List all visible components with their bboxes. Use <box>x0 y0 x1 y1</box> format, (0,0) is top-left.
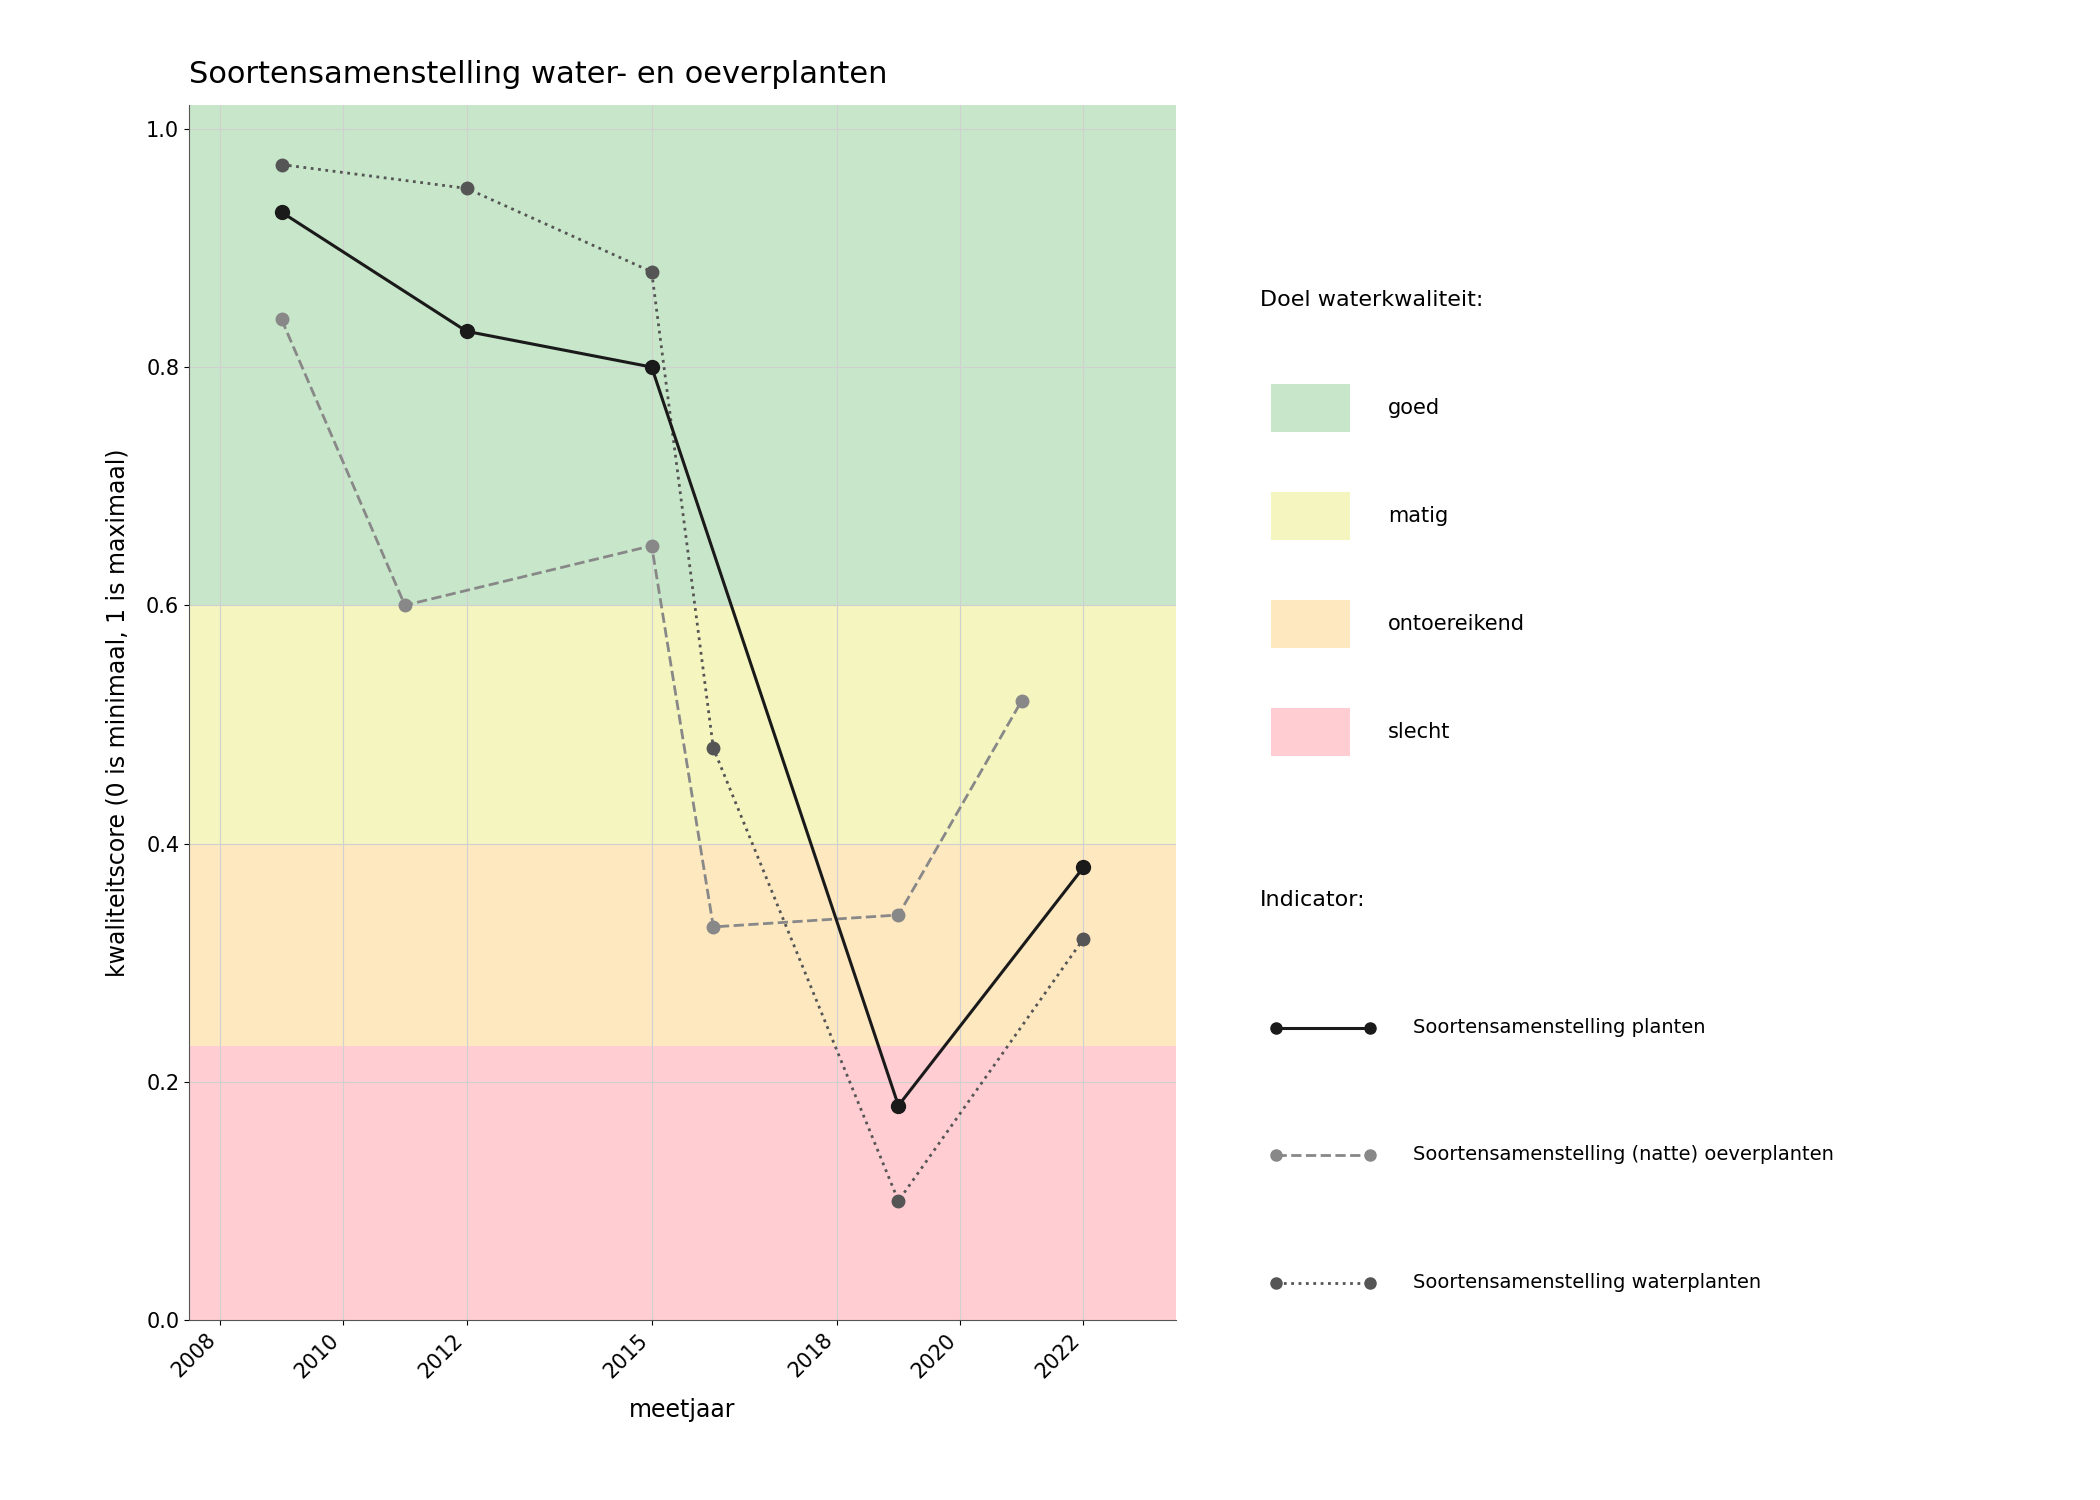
Y-axis label: kwaliteitscore (0 is minimaal, 1 is maximaal): kwaliteitscore (0 is minimaal, 1 is maxi… <box>105 448 130 976</box>
Text: Soortensamenstelling planten: Soortensamenstelling planten <box>1413 1019 1705 1036</box>
Text: matig: matig <box>1388 506 1449 526</box>
Bar <box>189 1046 1176 1320</box>
Text: ontoereikend: ontoereikend <box>1388 614 1525 634</box>
Text: Doel waterkwaliteit:: Doel waterkwaliteit: <box>1260 290 1483 310</box>
Bar <box>189 105 1176 606</box>
Text: Soortensamenstelling waterplanten: Soortensamenstelling waterplanten <box>1413 1274 1762 1292</box>
X-axis label: meetjaar: meetjaar <box>630 1398 735 1422</box>
Text: Soortensamenstelling water- en oeverplanten: Soortensamenstelling water- en oeverplan… <box>189 60 888 88</box>
Bar <box>189 843 1176 1046</box>
Text: goed: goed <box>1388 398 1441 418</box>
Text: slecht: slecht <box>1388 722 1451 742</box>
Text: Soortensamenstelling (natte) oeverplanten: Soortensamenstelling (natte) oeverplante… <box>1413 1146 1833 1164</box>
Bar <box>189 606 1176 843</box>
Text: Indicator:: Indicator: <box>1260 890 1365 910</box>
